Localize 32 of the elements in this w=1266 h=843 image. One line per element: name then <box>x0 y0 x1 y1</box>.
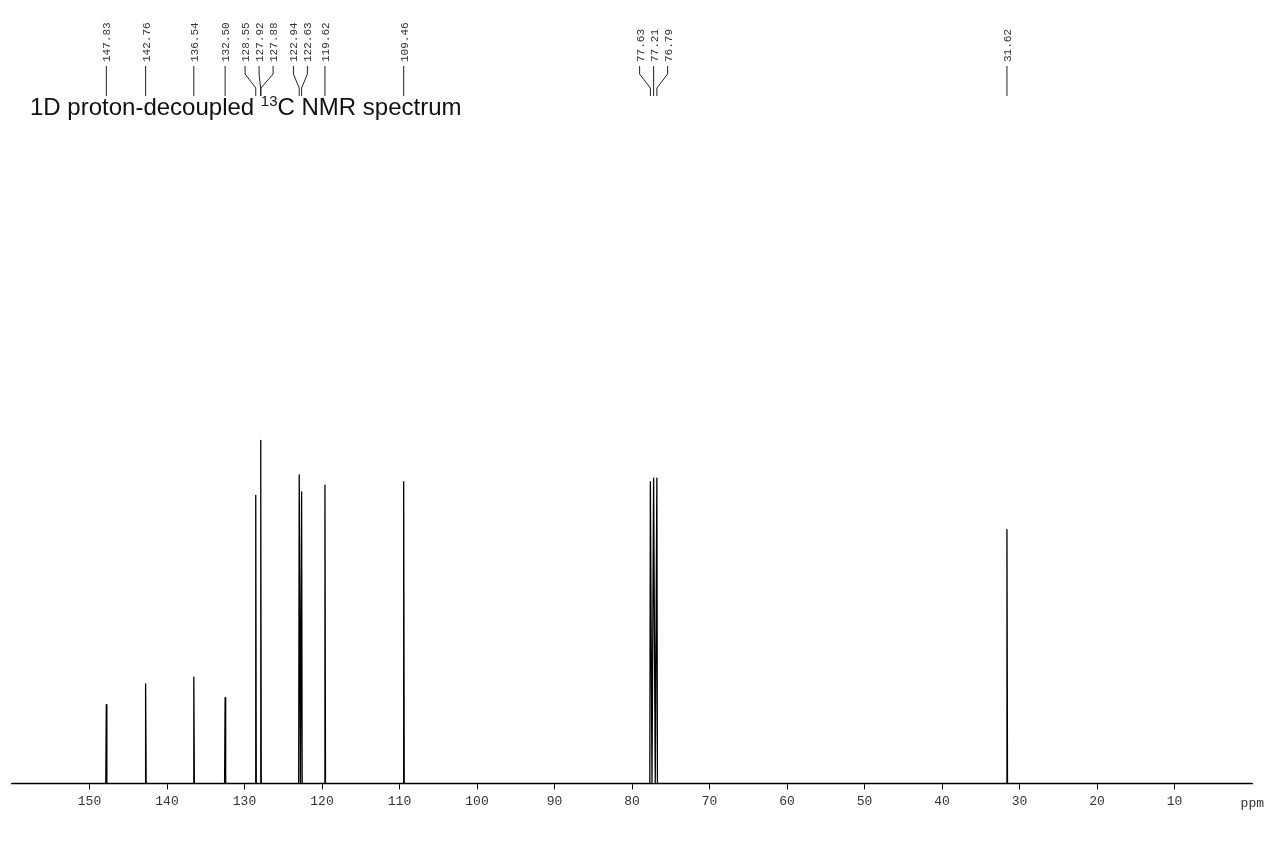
x-tick-label: 130 <box>232 793 257 809</box>
text: 147.83 <box>101 22 114 62</box>
x-tick-label: 80 <box>624 793 640 809</box>
chart-title: 1D proton-decoupled $^{13}$C NMR spectrum <box>30 92 462 121</box>
x-tick-label: 150 <box>77 793 102 809</box>
x-tick-label: 60 <box>779 793 795 809</box>
x-tick-label: 100 <box>465 793 489 809</box>
text: 122.63 <box>302 22 315 62</box>
text: 109.46 <box>398 22 411 62</box>
x-tick-label: 50 <box>856 793 873 809</box>
x-tick-label: 90 <box>546 793 563 809</box>
x-axis-title: ppm <box>1240 796 1265 812</box>
x-tick-label: 140 <box>155 793 179 809</box>
text: 136.54 <box>188 21 201 62</box>
x-tick-label: 120 <box>310 793 334 809</box>
text: 128.55 <box>240 22 253 62</box>
text: 77.63 <box>634 28 647 62</box>
x-tick-label: 110 <box>387 793 412 809</box>
text: 77.21 <box>648 28 661 62</box>
x-tick-label: 40 <box>934 793 950 809</box>
text: 132.50 <box>220 22 233 62</box>
x-tick-label: 20 <box>1089 793 1105 809</box>
x-tick-label: 70 <box>701 793 718 809</box>
text: 127.88 <box>268 22 281 62</box>
text: 76.79 <box>662 28 675 62</box>
x-tick-label: 10 <box>1166 793 1183 809</box>
x-tick-label: 30 <box>1011 793 1028 809</box>
text: 122.94 <box>288 21 301 62</box>
text: 119.62 <box>319 22 332 62</box>
text: 127.92 <box>254 22 267 62</box>
text: 31.62 <box>1001 28 1014 62</box>
text: 142.76 <box>140 22 153 62</box>
